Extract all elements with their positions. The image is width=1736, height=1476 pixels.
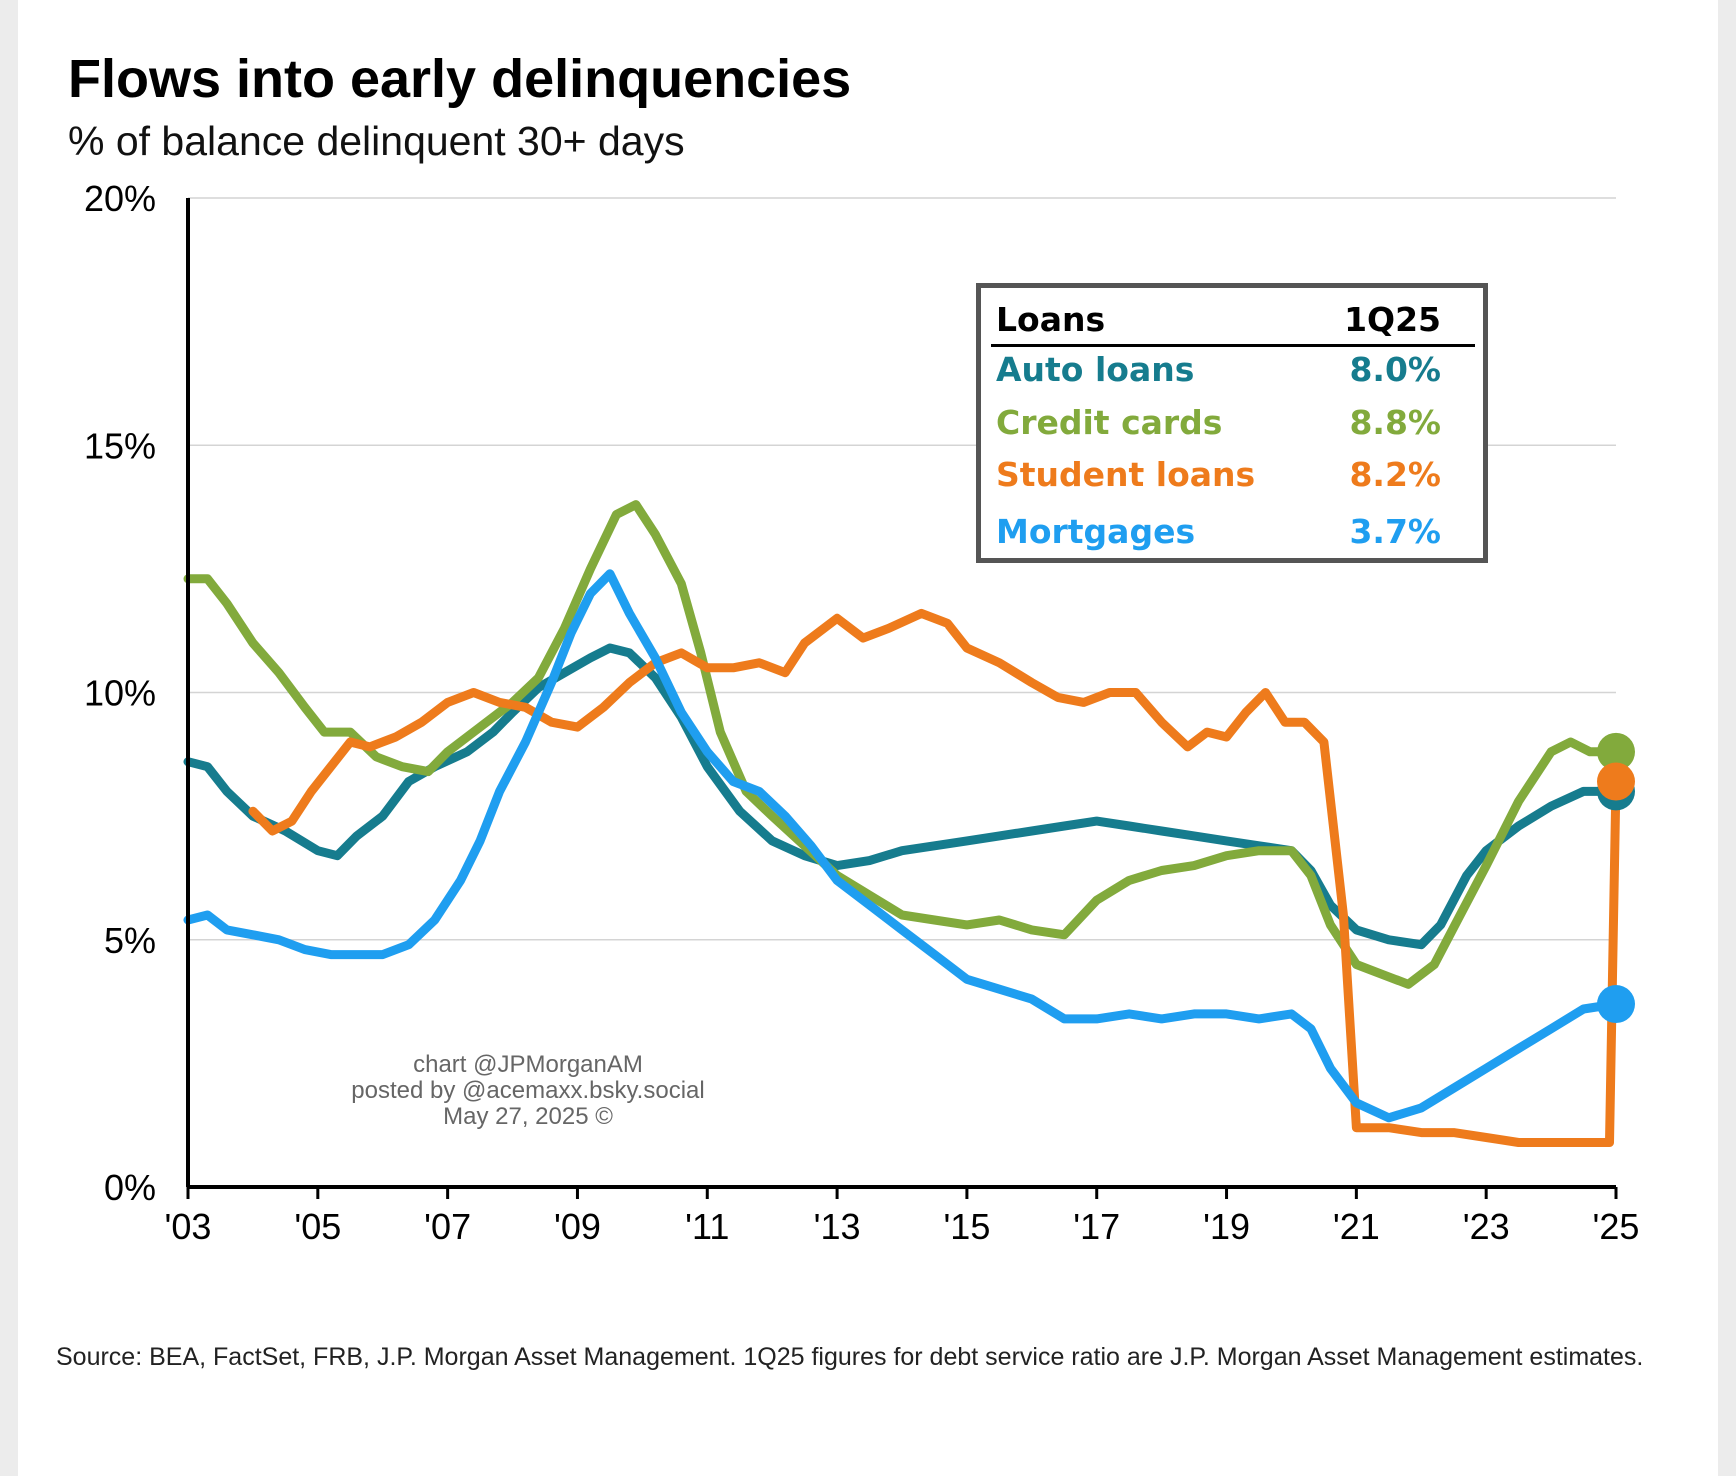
watermark-line-1: chart @JPMorganAM	[413, 1051, 643, 1078]
legend-value: 8.0%	[1349, 350, 1441, 389]
legend-header: Loans 1Q25	[991, 300, 1475, 347]
series-line-credit-cards	[183, 500, 1621, 989]
line-chart: 0% 5% 10% 15% 20% '03 '05 '07 '09 '11 '13 '15 '17 '19…	[84, 178, 1640, 1247]
x-tick-label: '03	[165, 1206, 212, 1247]
legend-header-period: 1Q25	[1344, 300, 1441, 339]
end-markers	[1597, 732, 1635, 1024]
x-tick-label: '25	[1593, 1206, 1640, 1247]
legend-label: Student loans	[996, 455, 1256, 494]
x-tick-label: '13	[814, 1206, 861, 1247]
axes	[186, 198, 1618, 1199]
legend-header-loans: Loans	[996, 300, 1106, 339]
tick-labels: 0% 5% 10% 15% 20% '03 '05 '07 '09 '11 '13 '15 '17 '19…	[84, 178, 1640, 1247]
y-tick-label: 0%	[104, 1167, 156, 1208]
watermark: chart @JPMorganAM posted by @acemaxx.bsk…	[348, 1052, 708, 1130]
series-line-student-loans	[248, 608, 1621, 1147]
legend-row-mortgages: Mortgages 3.7%	[996, 512, 1441, 552]
legend-label: Mortgages	[996, 512, 1196, 551]
series-line-auto-loans	[183, 643, 1621, 950]
legend-row-student-loans: Student loans 8.2%	[996, 455, 1441, 495]
x-tick-label: '07	[424, 1206, 471, 1247]
legend-row-auto-loans: Auto loans 8.0%	[996, 350, 1441, 390]
x-tick-label: '05	[294, 1206, 341, 1247]
x-tick-label: '21	[1333, 1206, 1380, 1247]
y-tick-label: 10%	[84, 673, 156, 714]
end-marker-mortgages	[1597, 985, 1635, 1024]
x-tick-label: '11	[685, 1206, 729, 1247]
watermark-line-3: May 27, 2025 ©	[443, 1103, 613, 1130]
legend-value: 3.7%	[1349, 512, 1441, 551]
source-note: Source: BEA, FactSet, FRB, J.P. Morgan A…	[56, 1343, 1644, 1371]
x-tick-label: '17	[1073, 1206, 1120, 1247]
chart-card: Flows into early delinquencies % of bala…	[18, 0, 1718, 1476]
x-tick-label: '15	[943, 1206, 990, 1247]
watermark-line-2: posted by @acemaxx.bsky.social	[351, 1077, 705, 1104]
legend-value: 8.8%	[1349, 403, 1441, 442]
chart-title: Flows into early delinquencies	[68, 49, 852, 109]
end-marker-student-loans	[1597, 762, 1635, 801]
y-tick-label: 15%	[84, 425, 156, 466]
series-line-mortgages	[183, 569, 1621, 1123]
y-tick-label: 5%	[104, 920, 156, 961]
x-tick-label: '09	[554, 1206, 601, 1247]
legend-value: 8.2%	[1349, 455, 1441, 494]
chart-subtitle: % of balance delinquent 30+ days	[68, 118, 685, 164]
legend-label: Auto loans	[996, 350, 1195, 389]
end-marker-credit-cards	[1597, 732, 1635, 771]
x-tick-label: '19	[1203, 1206, 1250, 1247]
y-tick-label: 20%	[84, 178, 156, 219]
legend-table: Loans 1Q25 Auto loans 8.0% Credit cards …	[976, 283, 1488, 563]
x-tick-label: '23	[1463, 1206, 1510, 1247]
series-lines	[183, 500, 1621, 1147]
legend-row-credit-cards: Credit cards 8.8%	[996, 403, 1441, 443]
legend-label: Credit cards	[996, 403, 1223, 442]
